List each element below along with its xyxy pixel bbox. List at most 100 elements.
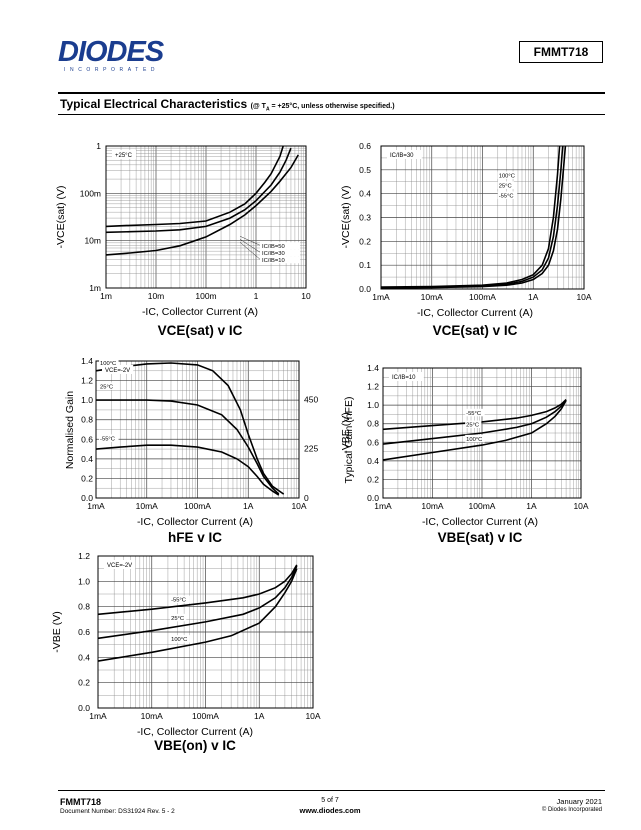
y-tick-label: 1.2 [78,551,90,561]
chart-annotation: IC/IB=10 [392,375,416,381]
section-condition: (@ TA = +25°C, unless otherwise specifie… [250,103,395,113]
y-tick-label: 10m [84,236,101,246]
y-tick-label: 0.8 [367,419,379,429]
plot-frame [97,555,314,709]
series-line [105,145,284,228]
x-tick-label: 1A [528,292,539,302]
x-tick-label: 100mA [469,292,496,302]
part-number-box: FMMT718 [519,41,603,63]
series-label-bg [465,420,482,428]
y2-axis-label: Typical Gain (hFE) [343,397,355,484]
x-tick-label: 1mA [374,501,392,511]
annotation-bg [112,150,136,159]
section-title-text: Typical Electrical Characteristics [60,97,248,111]
y-tick-label: 1.0 [367,400,379,410]
legend-entry: IC/IB=30 [262,251,285,257]
footer-page: 5 of 7 [321,797,339,804]
series-label: 25°C [499,183,512,189]
series-line [97,564,298,616]
section-rule [58,114,605,115]
plot-frame [380,145,585,290]
section-title: Typical Electrical Characteristics (@ TA… [60,97,395,112]
series-line [95,444,280,496]
y-tick-label: 0.1 [359,260,371,270]
y-tick-label: 0.8 [78,602,90,612]
y-tick-label: 0.0 [359,284,371,294]
y-axis-label: -VBE (V) [340,412,352,453]
y-tick-label: 1m [89,283,101,293]
x-axis-label: -IC, Collector Current (A) [137,516,253,528]
x-tick-label: 100m [195,291,216,301]
chart-annotation: IC/IB=30 [390,153,414,159]
series-line [382,400,567,461]
legend-bg [260,249,300,257]
plot-frame [382,367,582,499]
x-axis-label: -IC, Collector Current (A) [142,306,258,318]
y-tick-label: 0.4 [78,652,90,662]
y-tick-label: 1.4 [367,363,379,373]
legend-bg [260,256,300,264]
series-label-bg [99,434,119,442]
series-label-bg [170,635,190,643]
company-logo-subtitle: INCORPORATED [64,67,160,73]
x-tick-label: 10A [576,292,591,302]
footer-website[interactable]: www.diodes.com [299,806,361,815]
y-tick-label: 0.2 [81,473,93,483]
chart-caption: VBE(on) v IC [154,738,236,753]
series-label-bg [497,181,514,189]
series-label-bg [465,434,485,443]
series-line [96,399,280,495]
y-tick-label: 0.4 [367,456,379,466]
x-tick-label: 10mA [421,501,444,511]
series-label: -55°C [499,193,514,199]
x-tick-label: 1 [254,291,259,301]
y-axis-label: -VCE(sat) (V) [340,186,352,249]
y-tick-label: 0.6 [81,434,93,444]
chart-caption: VBE(sat) v IC [438,530,523,545]
series-label: 100°C [100,361,116,367]
chart-caption: VCE(sat) v IC [158,323,243,338]
series-line [380,145,564,289]
y-tick-label: 0.4 [359,189,371,199]
series-label-bg [99,382,116,390]
legend-leader [239,242,261,260]
series-line [97,565,298,640]
y-tick-label: 0.0 [78,703,90,713]
y-tick-label: 1.0 [78,576,90,586]
series-label-bg [465,408,485,417]
header-rule [58,92,605,94]
legend-bg [260,242,300,250]
x-tick-label: 1m [100,291,112,301]
plot-frame [105,145,307,289]
series-line [95,362,285,495]
y-tick-label: 1.2 [367,382,379,392]
series-label: 100°C [499,173,515,179]
y-tick-label: 0.6 [367,437,379,447]
y-tick-label: 1.4 [81,356,93,366]
x-tick-label: 100mA [184,501,211,511]
chart-annotation: VCE=-2V [105,368,130,374]
y-tick-label: 0.0 [367,493,379,503]
x-tick-label: 10mA [141,711,164,721]
series-label-bg [99,359,119,367]
series-line [382,399,567,431]
series-label-bg [497,171,518,179]
x-tick-label: 10A [573,501,588,511]
x-tick-label: 1mA [87,501,105,511]
series-line [105,147,292,234]
plot-frame [95,360,300,499]
y-tick-label: 100m [80,188,101,198]
x-axis-label: -IC, Collector Current (A) [417,307,533,319]
x-tick-label: 1A [526,501,537,511]
footer-copyright: © Diodes Incorporated [541,807,602,813]
x-tick-label: 10m [148,291,165,301]
series-line [97,568,298,662]
legend-entry: IC/IB=10 [262,258,285,264]
series-label-bg [497,191,518,199]
series-label: 100°C [171,637,187,643]
x-tick-label: 10 [301,291,311,301]
y-axis-label: -VBE (V) [51,611,63,652]
legend-leader [239,239,261,253]
x-tick-label: 100mA [469,501,496,511]
